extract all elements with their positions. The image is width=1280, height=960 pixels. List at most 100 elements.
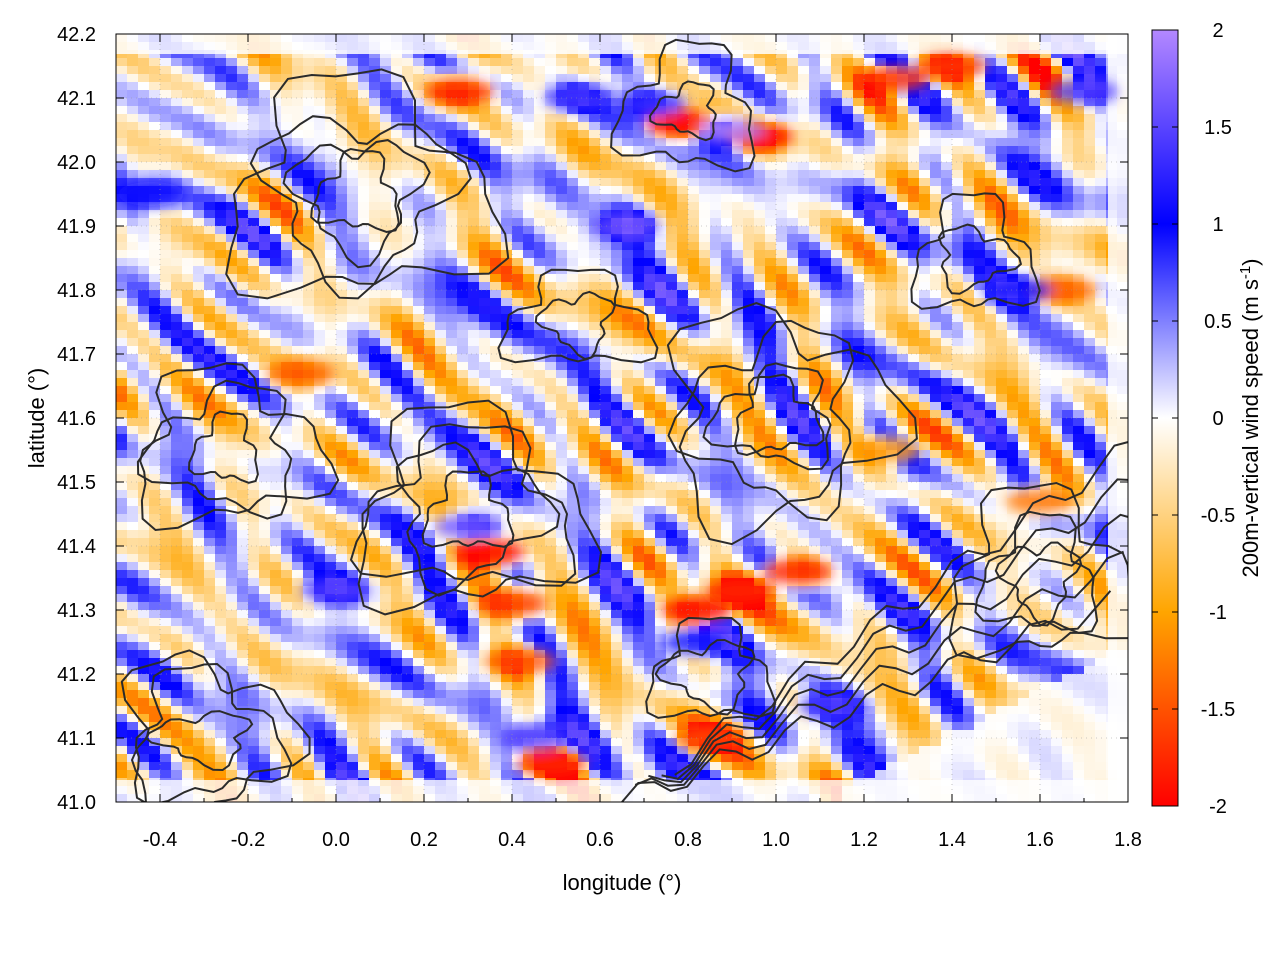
heatmap-cell bbox=[831, 370, 843, 379]
heatmap-cell bbox=[578, 394, 590, 403]
heatmap-cell bbox=[270, 434, 282, 443]
heatmap-cell bbox=[787, 138, 799, 147]
heatmap-cell bbox=[655, 282, 667, 291]
heatmap-cell bbox=[204, 314, 216, 323]
heatmap-cell bbox=[534, 250, 546, 259]
heatmap-cell bbox=[677, 458, 689, 467]
heatmap-cell bbox=[391, 114, 403, 123]
heatmap-cell bbox=[853, 58, 865, 67]
heatmap-cell bbox=[325, 66, 337, 75]
heatmap-cell bbox=[281, 58, 293, 67]
heatmap-cell bbox=[413, 346, 425, 355]
heatmap-cell bbox=[303, 210, 315, 219]
heatmap-cell bbox=[732, 210, 744, 219]
heatmap-cell bbox=[138, 434, 150, 443]
heatmap-cell bbox=[743, 282, 755, 291]
heatmap-cell bbox=[1062, 98, 1074, 107]
heatmap-cell bbox=[358, 202, 370, 211]
heatmap-cell bbox=[732, 98, 744, 107]
heatmap-cell bbox=[457, 450, 469, 459]
heatmap-cell bbox=[1051, 410, 1063, 419]
heatmap-cell bbox=[479, 170, 491, 179]
heatmap-cell bbox=[325, 98, 337, 107]
heatmap-cell bbox=[1007, 410, 1019, 419]
heatmap-cell bbox=[1095, 322, 1107, 331]
heatmap-cell bbox=[578, 362, 590, 371]
heatmap-cell bbox=[952, 138, 964, 147]
heatmap-cell bbox=[457, 410, 469, 419]
heatmap-cell bbox=[160, 98, 172, 107]
heatmap-cell bbox=[589, 458, 601, 467]
heatmap-cell bbox=[479, 418, 491, 427]
heatmap-cell bbox=[908, 282, 920, 291]
heatmap-cell bbox=[226, 322, 238, 331]
heatmap-cell bbox=[776, 122, 788, 131]
heatmap-cell bbox=[303, 218, 315, 227]
heatmap-cell bbox=[688, 322, 700, 331]
heatmap-cell bbox=[424, 186, 436, 195]
heatmap-cell bbox=[765, 250, 777, 259]
heatmap-cell bbox=[1007, 314, 1019, 323]
heatmap-cell bbox=[1095, 394, 1107, 403]
heatmap-cell bbox=[732, 234, 744, 243]
heatmap-cell bbox=[490, 114, 502, 123]
heatmap-cell bbox=[248, 394, 260, 403]
heatmap-cell bbox=[963, 426, 975, 435]
heatmap-cell bbox=[512, 90, 524, 99]
heatmap-cell bbox=[897, 138, 909, 147]
heatmap-cell bbox=[314, 90, 326, 99]
heatmap-cell bbox=[897, 250, 909, 259]
heatmap-cell bbox=[974, 50, 986, 59]
heatmap-cell bbox=[215, 386, 227, 395]
heatmap-cell bbox=[1051, 98, 1063, 107]
heatmap-cell bbox=[842, 122, 854, 131]
heatmap-cell bbox=[710, 322, 722, 331]
heatmap-cell bbox=[468, 202, 480, 211]
heatmap-cell bbox=[589, 298, 601, 307]
heatmap-cell bbox=[446, 418, 458, 427]
heatmap-cell bbox=[864, 154, 876, 163]
heatmap-cell bbox=[963, 450, 975, 459]
heatmap-cell bbox=[534, 58, 546, 67]
heatmap-cell bbox=[842, 266, 854, 275]
heatmap-cell bbox=[314, 170, 326, 179]
heatmap-cell bbox=[204, 194, 216, 203]
heatmap-cell bbox=[1040, 410, 1052, 419]
heatmap-cell bbox=[1040, 154, 1052, 163]
heatmap-cell bbox=[413, 418, 425, 427]
heatmap-cell bbox=[611, 314, 623, 323]
heatmap-cell bbox=[765, 202, 777, 211]
heatmap-cell bbox=[1062, 378, 1074, 387]
heatmap-cell bbox=[1029, 426, 1041, 435]
heatmap-cell bbox=[853, 98, 865, 107]
heatmap-cell bbox=[182, 178, 194, 187]
heatmap-cell bbox=[820, 210, 832, 219]
heatmap-cell bbox=[556, 258, 568, 267]
heatmap-cell bbox=[116, 386, 128, 395]
heatmap-cell bbox=[996, 402, 1008, 411]
heatmap-cell bbox=[655, 242, 667, 251]
heatmap-cell bbox=[699, 418, 711, 427]
heatmap-cell bbox=[930, 218, 942, 227]
heatmap-cell bbox=[842, 106, 854, 115]
heatmap-cell bbox=[270, 306, 282, 315]
heatmap-cell bbox=[622, 394, 634, 403]
heatmap-cell bbox=[743, 426, 755, 435]
heatmap-cell bbox=[897, 50, 909, 59]
heatmap-cell bbox=[259, 218, 271, 227]
heatmap-cell bbox=[303, 442, 315, 451]
heatmap-cell bbox=[193, 266, 205, 275]
heatmap-cell bbox=[468, 258, 480, 267]
heatmap-cell bbox=[655, 58, 667, 67]
heatmap-cell bbox=[688, 250, 700, 259]
heatmap-cell bbox=[1062, 186, 1074, 195]
heatmap-cell bbox=[457, 354, 469, 363]
heatmap-cell bbox=[985, 178, 997, 187]
heatmap-cell bbox=[226, 274, 238, 283]
heatmap-cell bbox=[215, 122, 227, 131]
heatmap-cell bbox=[963, 418, 975, 427]
heatmap-cell bbox=[138, 170, 150, 179]
heatmap-cell bbox=[545, 194, 557, 203]
heatmap-cell bbox=[875, 458, 887, 467]
heatmap-cell bbox=[149, 202, 161, 211]
